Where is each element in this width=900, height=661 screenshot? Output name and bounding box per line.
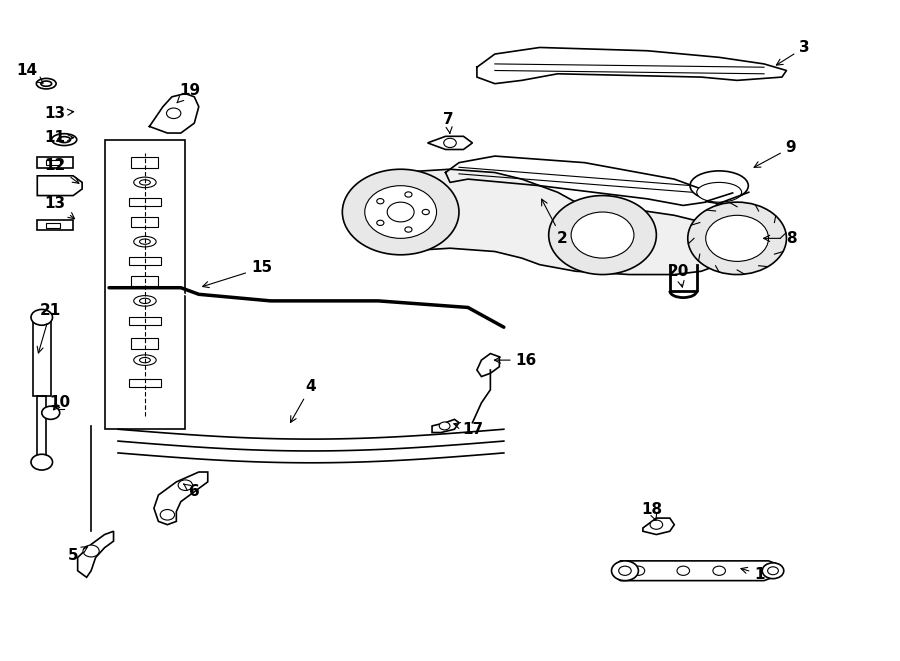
Circle shape <box>768 566 778 574</box>
Ellipse shape <box>140 358 150 363</box>
Polygon shape <box>131 157 158 168</box>
Polygon shape <box>616 561 782 580</box>
Ellipse shape <box>140 298 150 303</box>
Text: 10: 10 <box>50 395 70 410</box>
Ellipse shape <box>134 295 157 306</box>
Text: 9: 9 <box>754 140 796 167</box>
Bar <box>104 139 185 429</box>
Ellipse shape <box>134 237 157 247</box>
Ellipse shape <box>40 81 51 87</box>
Circle shape <box>444 138 456 147</box>
Circle shape <box>611 561 638 580</box>
Text: 14: 14 <box>16 63 43 83</box>
Text: 19: 19 <box>177 83 201 102</box>
Circle shape <box>377 220 384 225</box>
Text: 1: 1 <box>741 566 765 582</box>
Circle shape <box>31 454 52 470</box>
Ellipse shape <box>140 239 150 245</box>
Circle shape <box>713 566 725 575</box>
Polygon shape <box>446 156 710 206</box>
Text: 2: 2 <box>542 199 568 246</box>
Bar <box>46 160 59 165</box>
Circle shape <box>632 566 644 575</box>
Polygon shape <box>77 531 113 577</box>
Ellipse shape <box>134 177 157 188</box>
Polygon shape <box>131 276 158 286</box>
Polygon shape <box>428 136 473 149</box>
Polygon shape <box>477 354 500 377</box>
Circle shape <box>439 422 450 430</box>
Polygon shape <box>131 217 158 227</box>
Polygon shape <box>131 338 158 349</box>
Text: 11: 11 <box>45 130 74 145</box>
Circle shape <box>342 169 459 254</box>
Text: 4: 4 <box>291 379 316 422</box>
Circle shape <box>572 212 634 258</box>
Circle shape <box>377 198 384 204</box>
Text: 13: 13 <box>45 106 74 121</box>
Circle shape <box>83 545 99 557</box>
Text: 17: 17 <box>454 422 483 437</box>
Ellipse shape <box>58 137 70 143</box>
Ellipse shape <box>36 79 56 89</box>
Circle shape <box>677 566 689 575</box>
Circle shape <box>650 520 662 529</box>
Circle shape <box>160 510 175 520</box>
Circle shape <box>688 202 787 274</box>
Bar <box>129 317 161 325</box>
Text: 15: 15 <box>202 260 272 288</box>
Polygon shape <box>37 397 46 462</box>
Circle shape <box>364 186 436 239</box>
Circle shape <box>762 563 784 578</box>
Text: 7: 7 <box>443 112 454 134</box>
Text: 13: 13 <box>45 196 75 219</box>
Circle shape <box>166 108 181 118</box>
Bar <box>129 257 161 265</box>
Polygon shape <box>378 169 728 274</box>
Ellipse shape <box>697 182 742 202</box>
Text: 6: 6 <box>184 484 200 499</box>
Polygon shape <box>643 518 674 535</box>
Text: 20: 20 <box>668 264 689 287</box>
Polygon shape <box>432 419 459 432</box>
Bar <box>129 198 161 206</box>
Bar <box>129 379 161 387</box>
Polygon shape <box>37 176 82 196</box>
Circle shape <box>618 566 631 575</box>
Polygon shape <box>149 94 199 133</box>
Circle shape <box>405 227 412 232</box>
Text: 18: 18 <box>642 502 662 520</box>
Circle shape <box>31 309 52 325</box>
Circle shape <box>706 215 769 261</box>
Circle shape <box>422 210 429 215</box>
Ellipse shape <box>140 180 150 185</box>
Circle shape <box>387 202 414 222</box>
Circle shape <box>178 480 193 490</box>
Polygon shape <box>477 48 787 84</box>
Ellipse shape <box>51 134 76 145</box>
Bar <box>37 157 73 168</box>
Text: 8: 8 <box>763 231 796 246</box>
Text: 5: 5 <box>68 547 87 563</box>
Circle shape <box>41 407 59 419</box>
Text: 21: 21 <box>37 303 61 353</box>
Text: 3: 3 <box>777 40 810 65</box>
Polygon shape <box>32 317 50 397</box>
Ellipse shape <box>134 355 157 366</box>
Circle shape <box>549 196 656 274</box>
Bar <box>46 223 59 228</box>
Circle shape <box>405 192 412 197</box>
Bar <box>37 220 73 231</box>
Text: 16: 16 <box>494 352 537 368</box>
Polygon shape <box>154 472 208 525</box>
Text: 12: 12 <box>45 159 79 183</box>
Ellipse shape <box>690 171 748 200</box>
